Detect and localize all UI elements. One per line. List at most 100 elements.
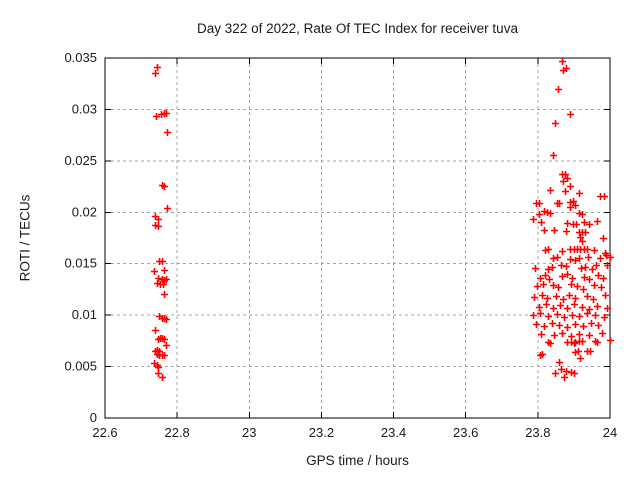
data-point [558, 366, 565, 373]
data-point [541, 323, 548, 330]
data-point [602, 292, 609, 299]
data-point [600, 235, 607, 242]
y-tick-label: 0.015 [64, 256, 97, 271]
data-point [536, 304, 543, 311]
data-point [572, 321, 579, 328]
data-point [555, 284, 562, 291]
data-point [557, 302, 564, 309]
data-point [564, 220, 571, 227]
x-tick-label: 23.8 [525, 425, 550, 440]
data-point [567, 183, 574, 190]
data-point [564, 324, 571, 331]
data-point [568, 333, 575, 340]
data-point [601, 314, 608, 321]
data-point [550, 255, 557, 262]
data-point [532, 265, 539, 272]
data-point [530, 216, 537, 223]
data-point [155, 275, 162, 282]
data-point [581, 274, 588, 281]
data-point [598, 284, 605, 291]
data-point [587, 348, 594, 355]
data-point [542, 272, 549, 279]
data-point [563, 368, 570, 375]
data-point [576, 255, 583, 262]
data-point [163, 276, 170, 283]
data-point [607, 337, 614, 344]
data-point [541, 227, 548, 234]
data-point [556, 322, 563, 329]
data-point [161, 336, 168, 343]
x-tick-label: 22.8 [164, 425, 189, 440]
data-point [546, 276, 553, 283]
data-point [579, 304, 586, 311]
data-point [561, 314, 568, 321]
data-point [594, 303, 601, 310]
data-point [567, 204, 574, 211]
x-tick-label: 23.4 [381, 425, 406, 440]
data-point [579, 238, 586, 245]
data-point [153, 113, 160, 120]
data-point [556, 359, 563, 366]
data-point [533, 321, 540, 328]
y-tick-label: 0.03 [72, 101, 97, 116]
data-point [572, 339, 579, 346]
data-point [603, 252, 610, 259]
data-point [551, 332, 558, 339]
data-point [537, 275, 544, 282]
data-point [550, 282, 557, 289]
data-point [576, 190, 583, 197]
data-point [163, 316, 170, 323]
data-point [577, 234, 584, 241]
data-point [595, 322, 602, 329]
data-point [572, 202, 579, 209]
data-point [604, 262, 611, 269]
data-point [558, 262, 565, 269]
data-point [572, 257, 579, 264]
data-point [545, 266, 552, 273]
data-point [586, 276, 593, 283]
x-tick-label: 23.2 [309, 425, 334, 440]
data-point [571, 370, 578, 377]
data-point [559, 248, 566, 255]
data-point [566, 292, 573, 299]
data-point [547, 187, 554, 194]
data-point [538, 331, 545, 338]
data-point [161, 352, 168, 359]
y-tick-label: 0.02 [72, 204, 97, 219]
data-point [590, 296, 597, 303]
data-point [550, 305, 557, 312]
data-point [152, 327, 159, 334]
data-point [584, 310, 591, 317]
data-point [155, 223, 162, 230]
data-point [554, 311, 561, 318]
data-point [561, 374, 568, 381]
data-point [574, 283, 581, 290]
data-point [592, 312, 599, 319]
data-point [543, 301, 550, 308]
data-point [591, 247, 598, 254]
data-point [601, 193, 608, 200]
data-point [539, 292, 546, 299]
x-tick-label: 24 [603, 425, 617, 440]
data-point [554, 254, 561, 261]
data-point [573, 221, 580, 228]
data-point [586, 332, 593, 339]
data-point [582, 229, 589, 236]
data-point [161, 291, 168, 298]
data-point [562, 188, 569, 195]
data-point [164, 205, 171, 212]
chart-title: Day 322 of 2022, Rate Of TEC Index for r… [197, 21, 518, 36]
data-point [580, 323, 587, 330]
y-tick-label: 0 [90, 410, 97, 425]
data-point [155, 216, 162, 223]
data-point [151, 268, 158, 275]
data-point [576, 313, 583, 320]
data-point [547, 210, 554, 217]
data-point [155, 364, 162, 371]
data-point [576, 331, 583, 338]
data-point [534, 283, 541, 290]
data-point [163, 342, 170, 349]
y-tick-label: 0.025 [64, 153, 97, 168]
y-tick-label: 0.005 [64, 359, 97, 374]
